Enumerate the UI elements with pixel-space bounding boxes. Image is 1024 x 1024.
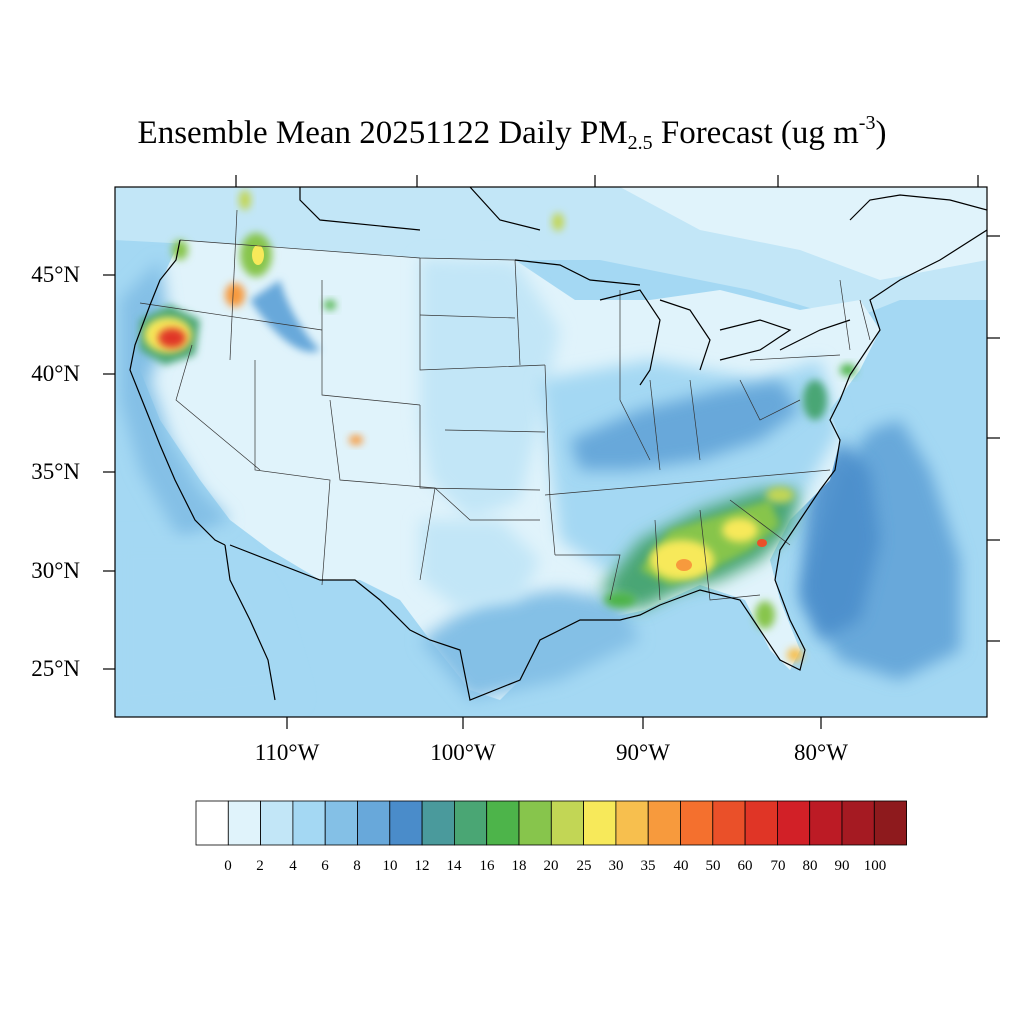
lon-label-110w: 110°W: [254, 740, 320, 765]
colorbar-label: 4: [289, 858, 297, 874]
colorbar-swatch: [518, 800, 552, 846]
colorbar-label: 40: [673, 858, 689, 874]
chart-title: Ensemble Mean 20251122 Daily PM2.5 Forec…: [137, 112, 887, 154]
alabama-peak: [676, 559, 692, 571]
florida-south-spot: [787, 648, 803, 662]
ohio-valley-band: [570, 380, 800, 470]
colorbar-label: 14: [446, 858, 462, 874]
minnesota-spot: [552, 213, 564, 231]
nw-haze-ring: [250, 280, 320, 352]
colorbar-swatch: [744, 800, 778, 846]
colorbar-swatch: [389, 800, 423, 846]
wyoming-spot: [324, 300, 336, 310]
colorbar-label: 60: [737, 858, 753, 874]
colorbar-label: 12: [414, 858, 430, 874]
colorbar: [195, 800, 907, 846]
colorbar-label: 30: [608, 858, 624, 874]
colorbar-label: 35: [640, 858, 656, 874]
texas-haze: [420, 520, 540, 610]
lat-label-25: 25°N: [31, 656, 80, 681]
colorbar-label: 90: [834, 858, 850, 874]
colorbar-label: 80: [802, 858, 818, 874]
colorbar-label: 2: [256, 858, 264, 874]
florida-spot: [755, 601, 775, 629]
mexico-haze: [115, 540, 300, 717]
lon-label-90w: 90°W: [616, 740, 670, 765]
lat-label-35: 35°N: [31, 459, 80, 484]
colorbar-swatch: [324, 800, 358, 846]
colorbar-label: 20: [543, 858, 559, 874]
colorbar-swatch: [841, 800, 875, 846]
colorbar-label: 100: [863, 858, 887, 874]
colorbar-label: 10: [382, 858, 398, 874]
plains-haze: [420, 258, 560, 520]
canada-east: [620, 187, 987, 280]
georgia-peak: [757, 539, 767, 547]
lon-label-100w: 100°W: [430, 740, 496, 765]
colorbar-swatch: [260, 800, 294, 846]
colorbar-swatch: [486, 800, 520, 846]
colorbar-swatch: [680, 800, 714, 846]
colorbar-swatch: [453, 800, 488, 846]
colorbar-label: 16: [479, 858, 495, 874]
colorbar-swatch: [647, 800, 681, 846]
map-area: [115, 187, 987, 717]
montana-spot: [239, 190, 251, 210]
georgia-hotspot: [722, 518, 758, 542]
colorbar-swatch: [550, 800, 584, 846]
lat-label-30: 30°N: [31, 558, 80, 583]
colorbar-label: 0: [224, 858, 232, 874]
mid-atlantic-spot: [803, 380, 827, 420]
washington-spot: [172, 240, 188, 260]
colorbar-swatch: [777, 800, 811, 846]
colorbar-swatch: [195, 800, 229, 846]
idaho-south-spot: [225, 283, 245, 307]
colorbar-label: 25: [576, 858, 592, 874]
colorbar-swatch: [292, 800, 326, 846]
coastlines: [129, 187, 987, 701]
colorbar-swatch: [615, 800, 649, 846]
colorbar-swatch: [873, 800, 907, 846]
colorbar-swatch: [227, 800, 262, 846]
state-borders: [139, 209, 871, 601]
colorbar-swatch: [421, 800, 455, 846]
colorbar-label: 18: [511, 858, 527, 874]
colorbar-swatch: [712, 800, 746, 846]
carolina-spot: [766, 487, 794, 503]
lat-label-40: 40°N: [31, 361, 80, 386]
colorbar-swatch: [809, 800, 843, 846]
colorbar-label: 70: [770, 858, 786, 874]
colorbar-label: 50: [705, 858, 721, 874]
lat-label-45: 45°N: [31, 262, 80, 287]
gulf-haze: [420, 590, 640, 700]
louisiana-spot: [604, 592, 636, 608]
colorbar-swatch: [583, 800, 617, 846]
lon-label-80w: 80°W: [794, 740, 848, 765]
colorbar-swatch: [357, 800, 391, 846]
colorbar-label: 8: [353, 858, 361, 874]
tick-marks: [103, 175, 1000, 729]
colorbar-label: 6: [321, 858, 329, 874]
colorado-spot: [349, 435, 363, 445]
map-frame: [114, 186, 988, 718]
oregon-peak: [158, 328, 186, 348]
idaho-core: [252, 245, 264, 265]
